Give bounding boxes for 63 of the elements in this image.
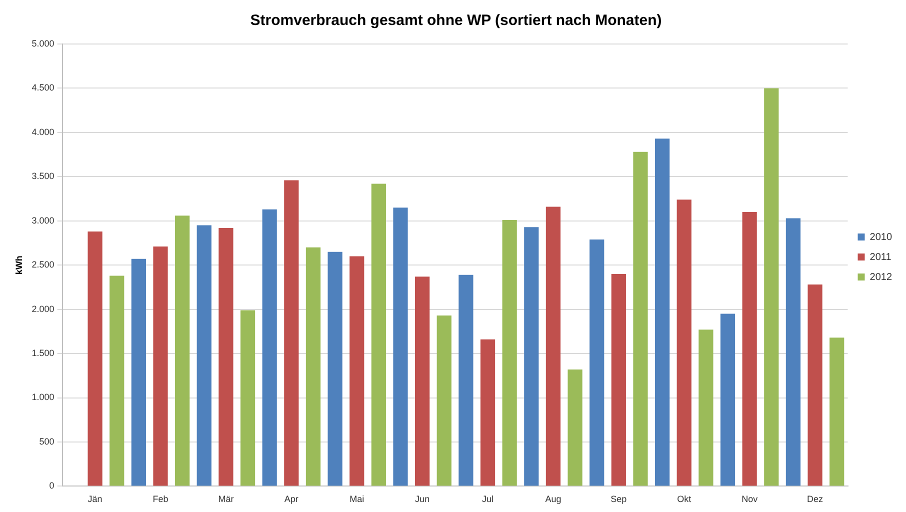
bar: [808, 284, 822, 486]
bar: [786, 218, 801, 486]
legend-label: 2010: [870, 232, 892, 243]
bar: [458, 274, 474, 486]
y-tick-label: 1.000: [32, 392, 54, 402]
bar: [153, 246, 168, 486]
bar: [88, 231, 102, 486]
x-tick-label: Mai: [350, 494, 364, 504]
bar: [742, 212, 757, 486]
x-tick-label: Jän: [88, 494, 102, 504]
bar: [698, 330, 714, 486]
bar: [415, 276, 430, 486]
bar: [328, 252, 342, 486]
bar: [830, 338, 844, 486]
y-tick-label: 500: [39, 436, 54, 446]
y-tick-label: 4.000: [32, 126, 54, 137]
y-tick-label: 2.000: [32, 304, 54, 314]
bar: [131, 258, 146, 486]
y-tick-label: 2.500: [32, 260, 54, 270]
bar: [524, 227, 539, 486]
bar: [720, 314, 736, 486]
bar: [764, 88, 779, 486]
bar: [371, 184, 386, 486]
bar: [654, 138, 670, 486]
x-tick-label: Nov: [742, 494, 758, 504]
bar: [676, 200, 692, 486]
y-tick-label: 1.500: [32, 348, 54, 358]
x-tick-label: Okt: [677, 494, 692, 504]
x-tick-label: Mär: [218, 494, 234, 504]
bar: [611, 274, 626, 486]
legend-label: 2012: [870, 272, 892, 283]
x-tick-label: Sep: [610, 494, 627, 504]
y-tick-label: 0: [49, 480, 54, 491]
bar: [175, 216, 190, 486]
bar: [262, 209, 277, 486]
bar: [350, 256, 364, 486]
y-axis-title: kWh: [14, 256, 24, 275]
bar: [393, 208, 408, 486]
x-tick-label: Feb: [152, 494, 168, 504]
y-tick-label: 3.000: [32, 215, 54, 226]
bar: [546, 206, 561, 486]
y-tick-label: 4.500: [32, 82, 54, 93]
y-tick-label: 3.500: [32, 171, 54, 182]
bar: [502, 220, 517, 486]
x-tick-label: Dez: [807, 494, 824, 504]
bar: [110, 276, 124, 486]
bar: [240, 310, 256, 486]
legend-label: 2011: [870, 252, 892, 263]
bar: [568, 369, 582, 486]
chart-title: Stromverbrauch gesamt ohne WP (sortiert nach Monaten): [250, 12, 662, 30]
bar: [196, 225, 212, 486]
bar: [590, 239, 604, 486]
y-tick-label: 5.000: [32, 38, 54, 48]
bar: [284, 180, 299, 486]
bar: [218, 228, 234, 486]
bar: [480, 339, 496, 486]
bar: [306, 247, 321, 486]
x-tick-label: Jun: [415, 494, 430, 504]
x-tick-label: Jul: [482, 494, 494, 504]
bar: [633, 152, 648, 486]
x-tick-label: Apr: [284, 494, 298, 504]
x-tick-label: Aug: [545, 494, 562, 504]
bar: [436, 316, 452, 486]
